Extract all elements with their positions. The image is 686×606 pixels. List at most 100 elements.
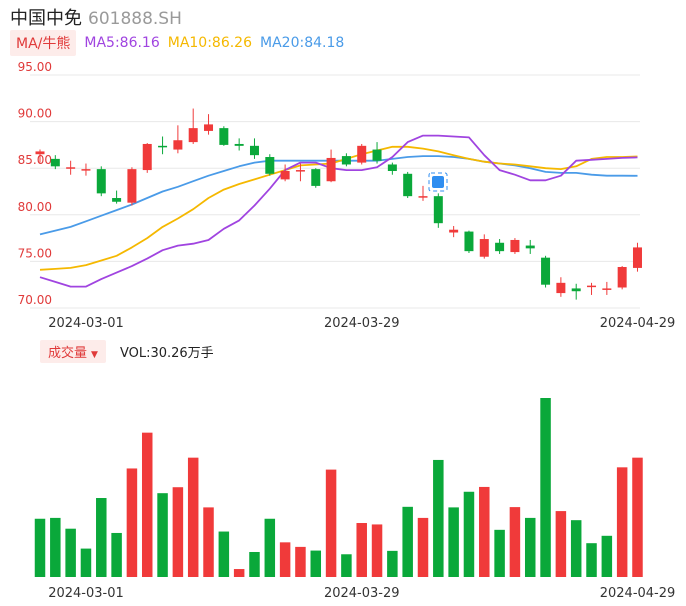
volume-legend: 成交量 ▼ VOL:30.26万手 bbox=[40, 339, 214, 363]
candle-body bbox=[449, 229, 459, 233]
candle-body bbox=[234, 143, 244, 146]
volume-bar bbox=[356, 523, 367, 577]
volume-bar bbox=[325, 469, 337, 577]
y-tick-label: 90.00 bbox=[18, 107, 52, 121]
volume-bar bbox=[65, 528, 76, 577]
ma10-label: MA10:86.26 bbox=[167, 35, 253, 51]
candle bbox=[525, 239, 535, 254]
candle-body bbox=[357, 145, 367, 163]
volume-bar bbox=[555, 511, 567, 577]
candle bbox=[112, 190, 122, 204]
candle-body bbox=[418, 196, 428, 198]
candle-body bbox=[188, 128, 198, 143]
ma-toggle-button[interactable]: MA/牛熊 bbox=[10, 30, 77, 56]
candle bbox=[158, 136, 168, 155]
y-tick-label: 70.00 bbox=[18, 293, 52, 307]
candle bbox=[295, 163, 305, 182]
candle bbox=[449, 225, 459, 238]
candle bbox=[35, 149, 45, 163]
volume-bar bbox=[509, 507, 521, 577]
candle bbox=[311, 168, 321, 188]
candle-body bbox=[387, 164, 397, 171]
candle bbox=[66, 160, 76, 175]
volume-bar bbox=[233, 569, 245, 577]
candle bbox=[127, 167, 137, 206]
candle-body bbox=[311, 169, 321, 186]
volume-toggle-button[interactable]: 成交量 ▼ bbox=[40, 339, 106, 363]
marker-icon bbox=[432, 176, 444, 188]
x-tick-label: 2024-03-29 bbox=[324, 586, 400, 601]
volume-bar bbox=[417, 517, 429, 577]
volume-toggle-label: 成交量 bbox=[48, 345, 88, 361]
candle-body bbox=[556, 282, 566, 294]
volume-bar bbox=[264, 518, 276, 577]
candle-body bbox=[127, 169, 137, 203]
candle bbox=[341, 153, 351, 167]
volume-bar bbox=[632, 457, 643, 577]
candle-body bbox=[295, 170, 305, 172]
volume-bar bbox=[157, 493, 168, 577]
candle-body bbox=[403, 173, 413, 197]
candle bbox=[96, 166, 106, 197]
volume-bar bbox=[50, 517, 61, 577]
candle bbox=[602, 281, 612, 295]
volume-x-axis: 2024-03-01 2024-03-29 2024-04-29 bbox=[48, 586, 675, 601]
candle bbox=[173, 125, 183, 154]
y-tick-label: 75.00 bbox=[18, 246, 52, 260]
candle bbox=[81, 163, 91, 176]
candle bbox=[632, 242, 642, 272]
candle bbox=[418, 185, 428, 201]
candle bbox=[510, 238, 520, 254]
candle-body bbox=[66, 167, 76, 169]
candle-body bbox=[632, 247, 642, 268]
volume-bar bbox=[203, 507, 214, 577]
candle-body bbox=[479, 239, 489, 257]
candle-body bbox=[495, 242, 505, 252]
candle bbox=[495, 239, 505, 254]
candle-body bbox=[249, 145, 259, 156]
volume-bar bbox=[141, 432, 153, 577]
candle-body bbox=[433, 196, 443, 224]
candle bbox=[403, 171, 413, 199]
volume-bar bbox=[433, 459, 444, 577]
volume-bar bbox=[279, 542, 291, 577]
candle bbox=[280, 164, 290, 182]
dropdown-arrow-icon: ▼ bbox=[91, 349, 98, 360]
candle bbox=[541, 255, 551, 288]
volume-bar bbox=[570, 520, 582, 577]
candlesticks bbox=[35, 108, 642, 300]
candle bbox=[204, 114, 214, 135]
volume-bar bbox=[111, 532, 122, 577]
ma20-label: MA20:84.18 bbox=[260, 35, 345, 51]
candle bbox=[188, 108, 198, 144]
volume-bar bbox=[172, 487, 184, 577]
y-tick-label: 95.00 bbox=[18, 60, 52, 74]
candle-body bbox=[265, 157, 275, 174]
price-y-axis: 95.00 90.00 85.00 80.00 75.00 70.00 bbox=[18, 60, 52, 307]
candle bbox=[587, 282, 597, 295]
volume-bar bbox=[479, 486, 490, 577]
price-x-axis: 2024-03-01 2024-03-29 2024-04-29 bbox=[48, 316, 675, 331]
candle-body bbox=[510, 239, 520, 253]
candle-body bbox=[464, 231, 474, 252]
candle-body bbox=[617, 266, 627, 288]
candle-body bbox=[158, 145, 168, 148]
stock-name: 中国中免 bbox=[10, 8, 82, 29]
candle bbox=[571, 283, 581, 300]
volume-bar bbox=[463, 491, 475, 577]
stock-code: 601888.SH bbox=[88, 9, 182, 29]
event-marker[interactable] bbox=[428, 172, 448, 192]
candle-body bbox=[602, 288, 612, 290]
volume-bar bbox=[494, 529, 505, 577]
volume-bar bbox=[586, 543, 597, 577]
candle-body bbox=[35, 151, 45, 155]
moving-average-lines bbox=[39, 134, 638, 288]
candle-body bbox=[142, 143, 152, 171]
candle bbox=[326, 149, 336, 183]
volume-bar bbox=[371, 524, 383, 577]
candle bbox=[464, 230, 474, 254]
candle bbox=[50, 155, 60, 170]
candle bbox=[357, 143, 367, 165]
ma5-label: MA5:86.16 bbox=[84, 35, 160, 51]
